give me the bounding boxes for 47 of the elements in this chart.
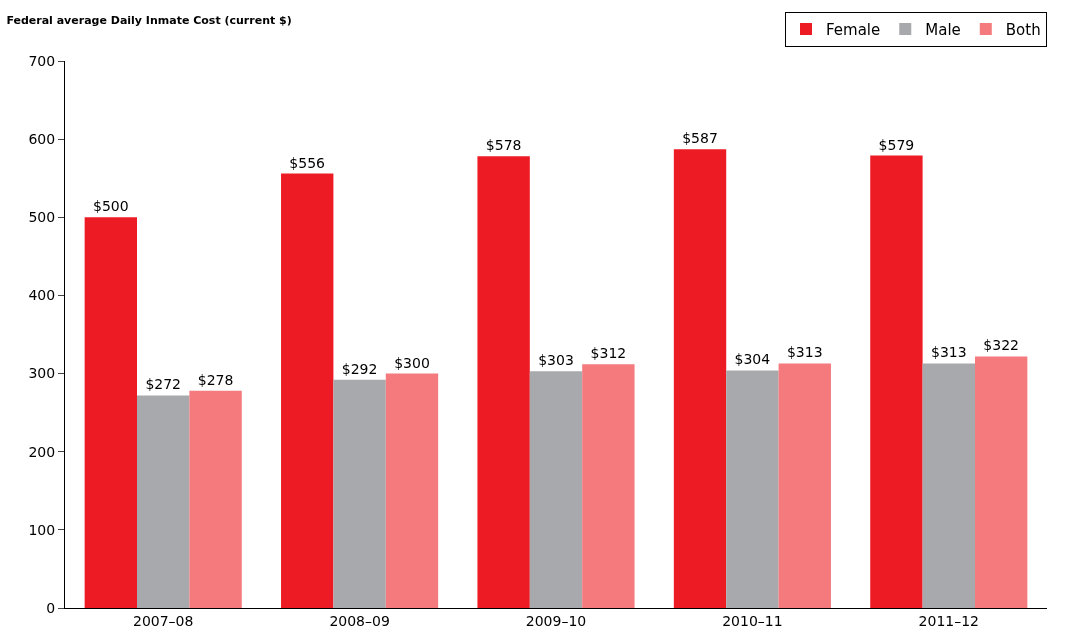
bar (477, 156, 530, 608)
data-label: $500 (93, 198, 129, 215)
bar (529, 371, 583, 608)
x-tick-label: 2010–11 (722, 612, 783, 629)
y-tick-label: 0 (46, 599, 56, 616)
data-label: $578 (485, 137, 522, 154)
y-tick-label: 200 (28, 443, 56, 460)
bar (281, 173, 334, 608)
bar (673, 149, 727, 608)
legend-label: Both (1005, 20, 1041, 39)
x-tick-label: 2011–12 (918, 612, 980, 629)
bar (137, 395, 190, 608)
data-label: $272 (145, 376, 182, 393)
bar (189, 390, 242, 608)
x-tick-label: 2009–10 (525, 612, 587, 629)
y-tick-label: 100 (28, 521, 56, 538)
bar (84, 217, 138, 608)
legend-label: Female (826, 20, 881, 39)
data-label: $313 (930, 344, 967, 361)
data-label: $312 (590, 345, 627, 362)
legend-label: Male (925, 20, 961, 39)
data-label: $587 (682, 130, 718, 147)
bar (778, 363, 831, 608)
bar (870, 155, 923, 608)
data-label: $300 (394, 354, 430, 371)
y-tick-label: 400 (28, 287, 56, 304)
bar (582, 364, 635, 608)
data-label: $322 (983, 337, 1019, 354)
bar (385, 373, 439, 608)
data-label: $304 (734, 351, 771, 368)
data-label: $556 (289, 154, 326, 171)
y-tick-label: 700 (28, 52, 56, 69)
data-label: $579 (878, 136, 915, 153)
data-label: $292 (341, 360, 378, 377)
data-label: $278 (197, 371, 234, 388)
y-tick-label: 600 (28, 131, 56, 148)
bar (974, 356, 1028, 608)
y-tick-label: 300 (28, 365, 56, 382)
bar (922, 363, 975, 608)
data-label: $313 (786, 344, 823, 361)
chart-title: Federal average Daily Inmate Cost (current $) (6, 13, 292, 27)
bar (726, 370, 779, 608)
y-tick-label: 500 (28, 209, 56, 226)
bar (333, 379, 386, 608)
x-tick-label: 2008–09 (329, 612, 390, 629)
data-label: $303 (538, 352, 574, 369)
x-tick-label: 2007–08 (132, 612, 194, 629)
